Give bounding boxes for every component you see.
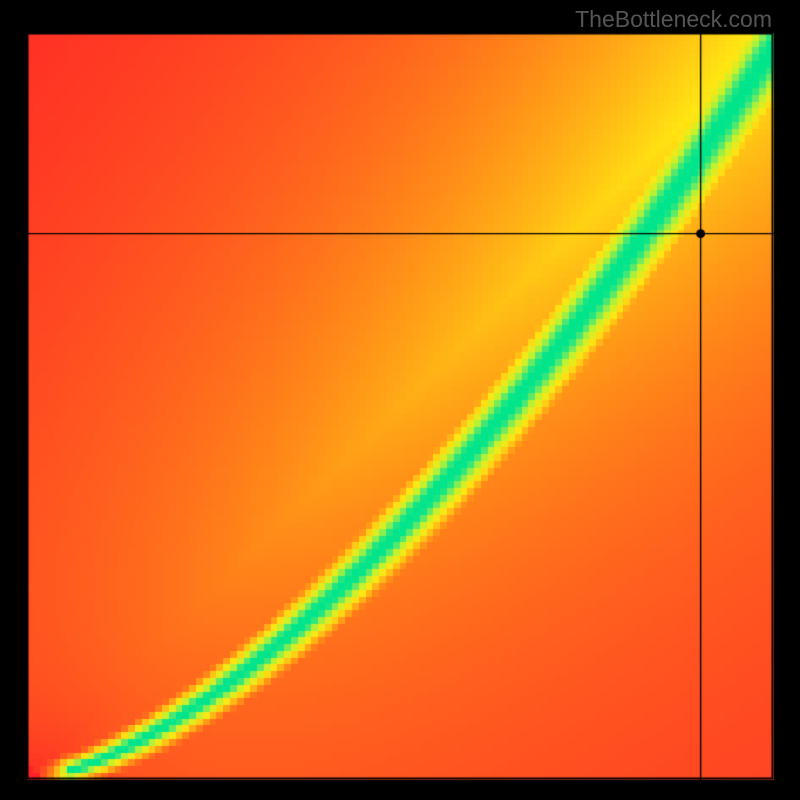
- watermark-text: TheBottleneck.com: [575, 6, 772, 33]
- bottleneck-heatmap: [0, 0, 800, 800]
- chart-container: TheBottleneck.com: [0, 0, 800, 800]
